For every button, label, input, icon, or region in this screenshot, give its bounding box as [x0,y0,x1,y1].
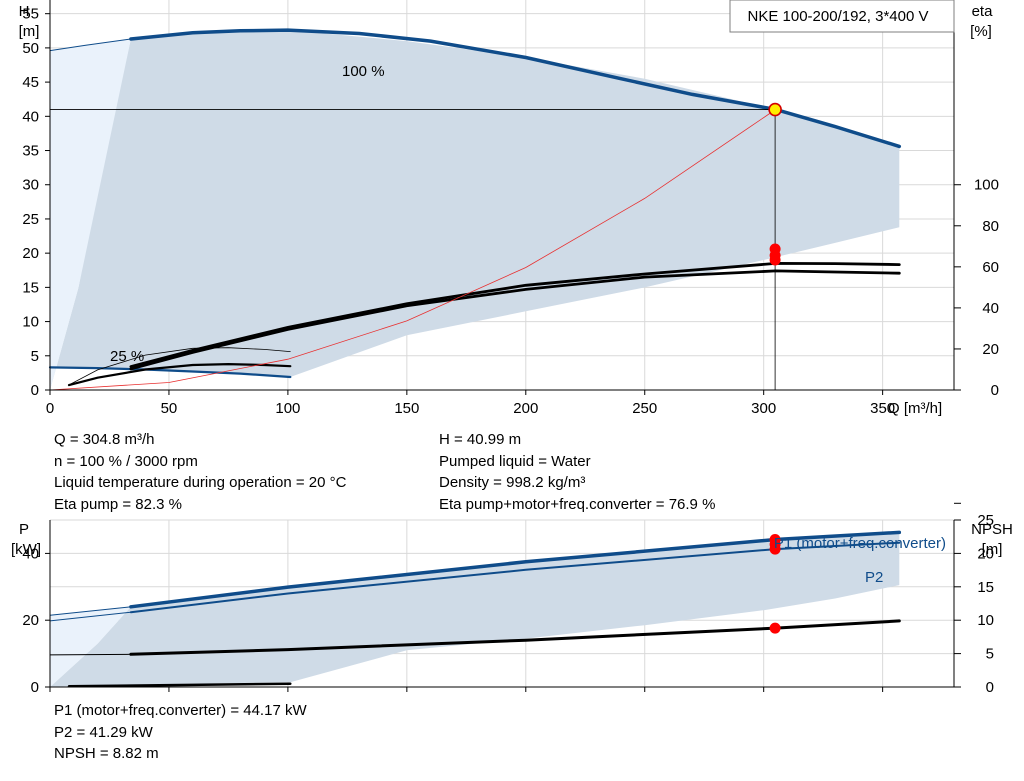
x-tick-label: 100 [275,400,300,417]
y-right-tick-label: 0 [991,382,999,399]
y-left-tick-label: 0 [31,382,39,399]
y-left-tick-label: 50 [22,40,39,57]
info-p2: P2 = 41.29 kW [54,723,153,741]
title-box [729,0,955,33]
curve-head-100-extension [49,38,132,52]
info-eta-pump: Eta pump = 82.3 % [54,495,182,513]
npsh-duty-marker [769,622,781,634]
x-axis-label: Q [m³/h] [888,400,942,417]
curve-eta-total [129,269,901,371]
y-left-tick-label: 40 [22,545,39,562]
y-left-axis-unit: [kW] [11,541,41,558]
curve-eta-small-thick [67,362,292,387]
y-left-tick-label: 0 [31,679,39,696]
curve-npsh [129,619,901,656]
y-right-tick-label: 100 [974,177,999,194]
y-right-tick-label: 20 [977,545,994,562]
info-speed: n = 100 % / 3000 rpm [54,452,198,470]
info-eta-total: Eta pump+motor+freq.converter = 76.9 % [439,495,716,513]
operating-range-area [50,532,900,687]
y-left-tick-label: 20 [22,245,39,262]
y-left-axis-label: P [19,521,29,538]
curve-system-curve [49,109,776,391]
y-right-axis-unit: [%] [970,23,992,40]
y-right-tick-label: 5 [986,646,994,663]
curve-npsh-small [67,682,292,688]
y-right-tick-label: 10 [977,612,994,629]
curve-p1-extension [49,606,132,616]
y-left-tick-label: 35 [22,143,39,160]
y-right-tick-label: 0 [986,679,994,696]
curve-p1-motor-freq-converter- [129,530,902,609]
x-tick-label: 50 [161,400,178,417]
y-left-tick-label: 45 [22,74,39,91]
y-left-tick-label: 40 [22,108,39,125]
curve-p2-extension [49,611,132,622]
operating-range-area [50,30,900,390]
label-p2: P2 [865,569,883,586]
label-100-percent: 100 % [342,63,385,80]
x-tick-label: 250 [632,400,657,417]
curve-npsh-extension [49,653,132,656]
curve-head-100 [129,28,902,149]
x-tick-label: 150 [394,400,419,417]
y-right-axis-label: eta [972,3,994,20]
y-right-axis-label: NPSH [971,521,1013,538]
curve-eta-pump [129,261,901,368]
info-density: Density = 998.2 kg/m³ [439,474,586,491]
info-temperature: Liquid temperature during operation = 20… [54,474,347,491]
y-right-tick-label: 60 [982,259,999,276]
y-left-tick-label: 15 [22,279,39,296]
x-tick-label: 200 [513,400,538,417]
x-tick-label: 0 [46,400,54,417]
y-left-axis-unit: [m] [19,23,40,40]
power-npsh-chart: P1 (motor+freq.converter) P2 0 20 40 0 5 10 15 20… [11,502,1013,696]
extended-range-area [50,39,131,390]
y-left-tick-label: 55 [22,6,39,23]
curve-head-25 [48,366,292,379]
y-right-tick-label: 25 [977,512,994,529]
x-tick-label: 350 [870,400,895,417]
extended-range-area [50,606,131,687]
y-right-tick-label: 80 [982,218,999,235]
duty-point-marker [768,102,782,117]
eta-duty-marker [769,243,781,255]
y-right-tick-label: 40 [982,300,999,317]
info-head: H = 40.99 m [439,431,522,448]
info-top-left: Q = 304.8 m³/h n = 100 % / 3000 rpm Liqu… [54,429,346,515]
y-left-tick-label: 30 [22,177,39,194]
x-tick-label: 300 [751,400,776,417]
y-right-axis-unit: [m] [982,541,1003,558]
power-duty-marker [769,533,781,545]
info-flow: Q = 304.8 m³/h [54,431,155,448]
curve-eta-small-thin [68,347,291,386]
y-right-tick-label: 15 [977,579,994,596]
y-left-tick-label: 25 [22,211,39,228]
y-left-axis-label: H [19,3,30,20]
info-bottom: P1 (motor+freq.converter) = 44.17 kW P2 … [54,700,307,765]
label-p1: P1 (motor+freq.converter) [774,535,946,552]
curve-p2 [129,541,901,614]
info-top-right: H = 40.99 m Pumped liquid = Water Densit… [439,429,715,515]
y-left-tick-label: 10 [22,314,39,331]
y-right-tick-label: 20 [982,341,999,358]
y-left-tick-label: 5 [31,348,39,365]
info-npsh: NPSH = 8.82 m [54,745,159,762]
label-25-percent: 25 % [110,348,144,365]
info-p1: P1 (motor+freq.converter) = 44.17 kW [54,702,307,719]
info-liquid: Pumped liquid = Water [439,452,591,470]
qh-chart: 100 %25 %0 50 100 150 200 250 300 3500510152025… [19,0,999,417]
chart-title: NKE 100-200/192, 3*400 V [748,8,929,25]
y-left-tick-label: 20 [22,612,39,629]
